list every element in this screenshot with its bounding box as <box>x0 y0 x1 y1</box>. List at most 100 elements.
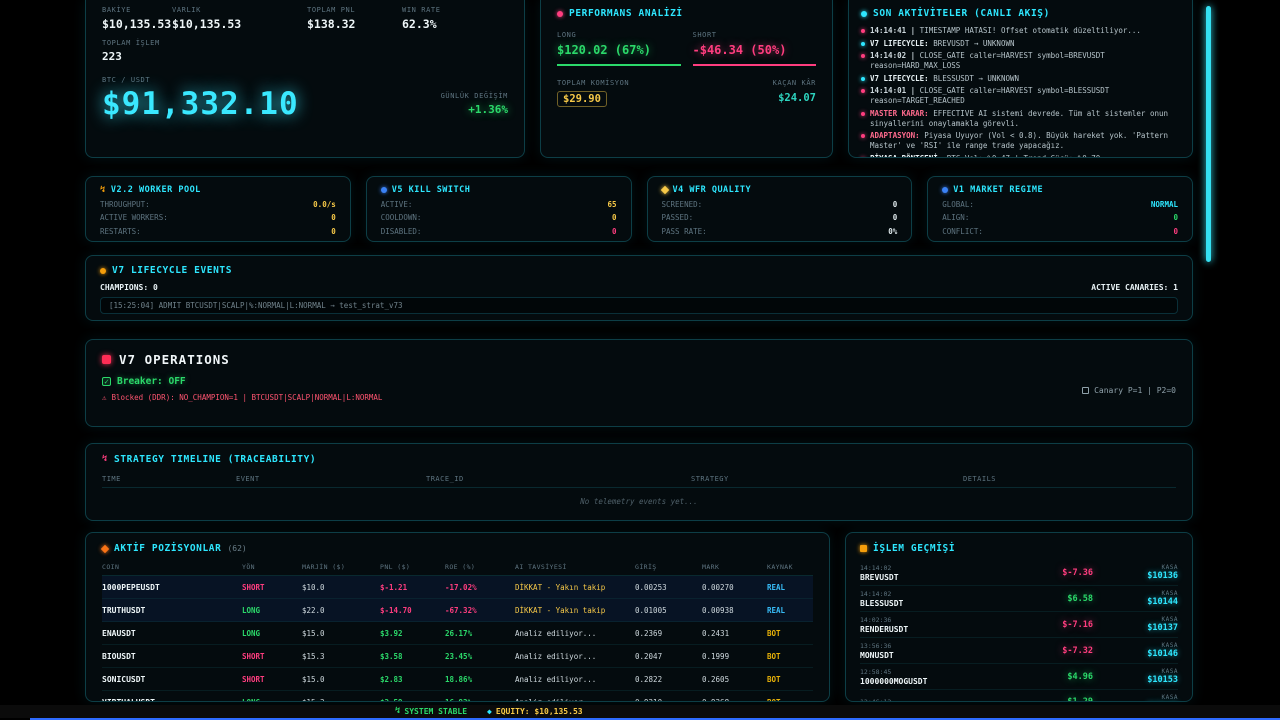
history-row[interactable]: 13:56:36 MONUSDT $-7.32 KASA $10146 <box>860 638 1178 664</box>
position-ai: Analiz ediliyor... <box>515 697 597 702</box>
stat-label: SCREENED: <box>661 199 703 209</box>
history-row[interactable]: 12:58:45 1000000MOGUSDT $4.96 KASA $1015… <box>860 664 1178 690</box>
stat-label: ACTIVE: <box>380 199 413 209</box>
stat-label: PASS RATE: <box>661 226 707 236</box>
col-trace-id: TRACE_ID <box>426 475 464 483</box>
wfr-quality-title: V4 WFR QUALITY <box>672 185 752 195</box>
position-row[interactable]: SONICUSDT SHORT $15.0 $2.83 18.86% Anali… <box>102 668 813 691</box>
kasa-label: KASA <box>1161 642 1178 649</box>
activity-title-row: SON AKTİVİTELER (CANLI AKIŞ) <box>861 8 1180 19</box>
champions-count: CHAMPIONS: 0 <box>100 283 158 292</box>
history-row[interactable]: 12:46:12 $1.29 KASA $10148 <box>860 690 1178 702</box>
col-ai: AI TAVSİYESİ <box>515 563 567 571</box>
trade-time: 14:14:02 <box>860 589 892 598</box>
stat-value: 65 <box>607 199 617 209</box>
stat-row: ALIGN: 0 <box>942 213 1178 222</box>
operations-panel: V7 OPERATIONS ✓ Breaker: OFF ⚠ Blocked (… <box>85 339 1193 427</box>
equity-value: EQUITY: $10,135.53 <box>495 707 583 716</box>
kasa-value: $10144 <box>1147 597 1178 607</box>
scrollbar-thumb[interactable] <box>1206 6 1211 262</box>
stat-label: CONFLICT: <box>942 226 983 236</box>
log-bullet-icon <box>861 134 865 138</box>
position-row[interactable]: VIRTUALUSDT LONG $15.3 $2.59 16.93% Anal… <box>102 691 813 702</box>
col-entry: GİRİŞ <box>635 563 657 571</box>
active-positions-panel: AKTİF POZİSYONLAR (62) COIN YÖN MARJİN (… <box>85 532 830 702</box>
modules-row: ↯ V2.2 WORKER POOL THROUGHPUT: 0.0/s ACT… <box>85 176 1193 242</box>
position-ai: DİKKAT - Yakın takip <box>515 605 606 615</box>
position-source: REAL <box>767 582 786 592</box>
position-roe: -17.02% <box>445 582 477 592</box>
stat-value: 0 <box>1173 213 1178 222</box>
trade-symbol: MONUSDT <box>860 650 894 660</box>
position-source: BOT <box>767 651 781 661</box>
strategy-timeline-panel: ↯ STRATEGY TIMELINE (TRACEABILITY) TIME … <box>85 443 1193 521</box>
position-row[interactable]: ENAUSDT LONG $15.0 $3.92 26.17% Analiz e… <box>102 622 813 645</box>
lifecycle-events-panel: V7 LIFECYCLE EVENTS CHAMPIONS: 0 ACTIVE … <box>85 255 1193 321</box>
position-entry: 0.2369 <box>635 628 663 638</box>
commission-stat: TOPLAM KOMİSYON $29.90 <box>557 79 629 107</box>
history-list: 14:14:02 BREVUSDT $-7.36 KASA $10136 14:… <box>860 560 1178 702</box>
log-prefix: 14:14:02 | <box>870 51 916 60</box>
stat-label: ACTIVE WORKERS: <box>100 213 168 222</box>
position-pnl: $-14.70 <box>380 605 412 615</box>
col-roe: ROE (%) <box>445 563 476 571</box>
daily-change: GÜNLÜK DEĞİŞİM +1.36% <box>441 92 508 116</box>
col-margin: MARJİN ($) <box>302 563 346 571</box>
short-label: SHORT <box>692 31 717 39</box>
btc-price: $91,332.10 <box>102 86 299 122</box>
position-margin: $15.3 <box>302 651 325 661</box>
timeline-icon: ↯ <box>102 454 109 464</box>
history-row[interactable]: 14:14:02 BLESSUSDT $6.58 KASA $10144 <box>860 586 1178 612</box>
history-row[interactable]: 14:02:36 RENDERUSDT $-7.16 KASA $10137 <box>860 612 1178 638</box>
position-mark: 0.9368 <box>702 697 730 702</box>
position-row[interactable]: BIOUSDT SHORT $15.3 $3.58 23.45% Analiz … <box>102 645 813 668</box>
log-bullet-icon <box>861 156 865 157</box>
position-mark: 0.1999 <box>702 651 730 661</box>
activity-log-list: 14:14:41 | TIMESTAMP HATASI! Offset otom… <box>861 26 1180 158</box>
account-stats-panel: BAKİYE $10,135.53 VARLIK $10,135.53 TOPL… <box>85 0 525 158</box>
trade-pnl: $-7.16 <box>1062 619 1093 630</box>
positions-count: (62) <box>227 544 247 553</box>
trade-time: 14:14:02 <box>860 563 892 572</box>
history-row[interactable]: 14:14:02 BREVUSDT $-7.36 KASA $10136 <box>860 560 1178 586</box>
log-entry: 14:14:01 | CLOSE_GATE caller=HARVEST sym… <box>861 86 1180 106</box>
stat-row: CONFLICT: 0 <box>942 227 1178 236</box>
position-pnl: $2.83 <box>380 674 403 684</box>
position-entry: 0.9210 <box>635 697 663 702</box>
trade-time: 12:46:12 <box>860 697 892 702</box>
position-pnl: $-1.21 <box>380 582 408 592</box>
position-roe: 16.93% <box>445 697 473 702</box>
market-regime-panel: V1 MARKET REGIME GLOBAL: NORMAL ALIGN: 0… <box>927 176 1193 242</box>
performance-bottom: TOPLAM KOMİSYON $29.90 KAÇAN KÂR $24.07 <box>557 79 816 107</box>
asset-stat: VARLIK $10,135.53 <box>172 6 307 31</box>
asset-label: VARLIK <box>172 6 201 14</box>
position-ai: Analiz ediliyor... <box>515 674 597 684</box>
stat-value: 0 <box>611 213 617 222</box>
lifecycle-title: V7 LIFECYCLE EVENTS <box>112 265 233 276</box>
stat-value: 0 <box>331 226 336 236</box>
position-row[interactable]: 1000PEPEUSDT SHORT $10.0 $-1.21 -17.02% … <box>102 576 813 599</box>
stat-value: 0 <box>892 199 898 209</box>
missed-profit-value: $24.07 <box>778 92 816 104</box>
winrate-label: WIN RATE <box>402 6 441 14</box>
breaker-checkbox-icon[interactable]: ✓ <box>102 377 111 386</box>
trade-pnl: $6.58 <box>1067 593 1093 604</box>
position-row[interactable]: TRUTHUSDT LONG $22.0 $-14.70 -67.32% DİK… <box>102 599 813 622</box>
log-message: BREVUSDT → UNKNOWN <box>933 38 1015 48</box>
activity-icon <box>861 10 867 17</box>
log-entry: ADAPTASYON: Piyasa Uyuyor (Vol < 0.8). B… <box>861 131 1180 151</box>
canary-status: Canary P=1 | P2=0 <box>1094 386 1176 395</box>
winrate-value: 62.3% <box>402 17 437 31</box>
log-message: TIMESTAMP HATASI! Offset otomatik düzelt… <box>919 26 1141 35</box>
log-message: CLOSE_GATE caller=HARVEST symbol=BREVUSD… <box>870 51 1105 70</box>
position-coin: ENAUSDT <box>102 628 136 638</box>
stat-value: NORMAL <box>1150 199 1178 209</box>
total-pnl-value: $138.32 <box>307 17 356 31</box>
stat-value: 0 <box>892 213 898 222</box>
active-canaries-count: ACTIVE CANARIES: 1 <box>1091 283 1178 292</box>
stat-value: 0 <box>1173 226 1178 236</box>
kasa-label: KASA <box>1161 693 1178 701</box>
stat-row: PASSED: 0 <box>662 213 898 222</box>
log-message: BTC Vol: %0.47 | Trend Gücü: %0.70 <box>946 153 1101 158</box>
total-trades-value: 223 <box>102 50 122 63</box>
